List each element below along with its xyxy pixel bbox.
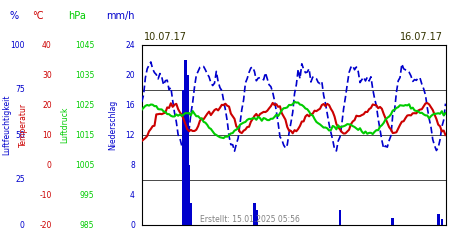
Text: 0: 0 — [20, 220, 25, 230]
Text: Temperatur: Temperatur — [19, 103, 28, 147]
Text: 0: 0 — [130, 220, 135, 230]
Text: 40: 40 — [42, 40, 52, 50]
Text: 1045: 1045 — [75, 40, 94, 50]
Bar — [184, 60, 187, 225]
Text: 50: 50 — [15, 130, 25, 140]
Text: 985: 985 — [80, 220, 94, 230]
Text: 20: 20 — [126, 70, 135, 80]
Bar — [189, 202, 192, 225]
Text: Erstellt: 15.01.2025 05:56: Erstellt: 15.01.2025 05:56 — [200, 215, 300, 224]
Text: 12: 12 — [126, 130, 135, 140]
Text: 75: 75 — [15, 86, 25, 94]
Text: 1035: 1035 — [75, 70, 94, 80]
Bar — [437, 214, 440, 225]
Text: 1025: 1025 — [75, 100, 94, 110]
Text: -20: -20 — [40, 220, 52, 230]
Bar — [392, 218, 394, 225]
Text: %: % — [9, 11, 18, 21]
Bar — [253, 202, 256, 225]
Text: 1005: 1005 — [75, 160, 94, 170]
Text: 10.07.17: 10.07.17 — [144, 32, 187, 42]
Bar — [339, 210, 342, 225]
Text: hPa: hPa — [68, 11, 86, 21]
Text: -10: -10 — [40, 190, 52, 200]
Text: 100: 100 — [10, 40, 25, 50]
Text: 25: 25 — [15, 176, 25, 184]
Text: Luftdruck: Luftdruck — [61, 107, 70, 143]
Text: Luftfeuchtigkeit: Luftfeuchtigkeit — [2, 95, 11, 155]
Text: 1015: 1015 — [75, 130, 94, 140]
Text: 8: 8 — [130, 160, 135, 170]
Text: 10: 10 — [42, 130, 52, 140]
Text: 0: 0 — [47, 160, 52, 170]
Bar — [255, 210, 258, 225]
Text: 16: 16 — [126, 100, 135, 110]
Bar — [182, 90, 185, 225]
Text: Niederschlag: Niederschlag — [108, 100, 117, 150]
Text: 30: 30 — [42, 70, 52, 80]
Text: 16.07.17: 16.07.17 — [400, 32, 443, 42]
Bar — [186, 75, 189, 225]
Text: 4: 4 — [130, 190, 135, 200]
Text: mm/h: mm/h — [106, 11, 134, 21]
Bar — [188, 165, 190, 225]
Bar — [441, 219, 443, 225]
Text: 995: 995 — [80, 190, 94, 200]
Text: °C: °C — [32, 11, 44, 21]
Text: 24: 24 — [126, 40, 135, 50]
Text: 20: 20 — [42, 100, 52, 110]
